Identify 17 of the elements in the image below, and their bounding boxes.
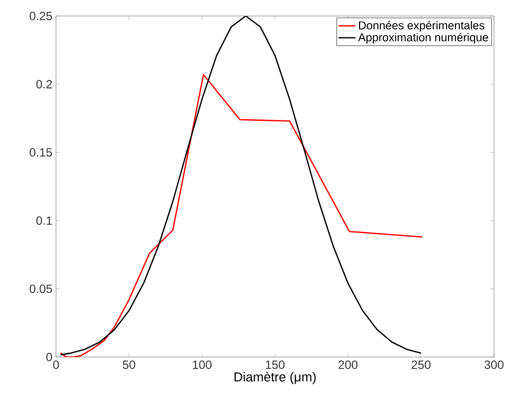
x-tick-label: 150: [266, 360, 285, 369]
x-tick-label: 250: [412, 360, 431, 369]
y-tick-label: 0.2: [36, 80, 52, 88]
y-tick-label: 0: [46, 352, 52, 362]
x-tick-label: 100: [192, 360, 212, 369]
x-axis-title: Diamètre (μm): [234, 372, 316, 384]
y-tick-label: 0.15: [30, 148, 52, 157]
y-tick-label: 0.1: [36, 216, 52, 225]
legend-label: Approximation numérique: [358, 32, 488, 44]
y-tick-label: 0.05: [30, 284, 52, 294]
x-tick-label: 50: [122, 360, 136, 369]
x-tick-label: 0: [53, 360, 59, 369]
y-tick-label: 0.25: [30, 12, 52, 20]
x-tick-label: 200: [338, 360, 358, 369]
legend-label: Données expérimentales: [359, 20, 484, 32]
line-series: [60, 74, 424, 357]
x-tick-label: 300: [484, 360, 504, 369]
